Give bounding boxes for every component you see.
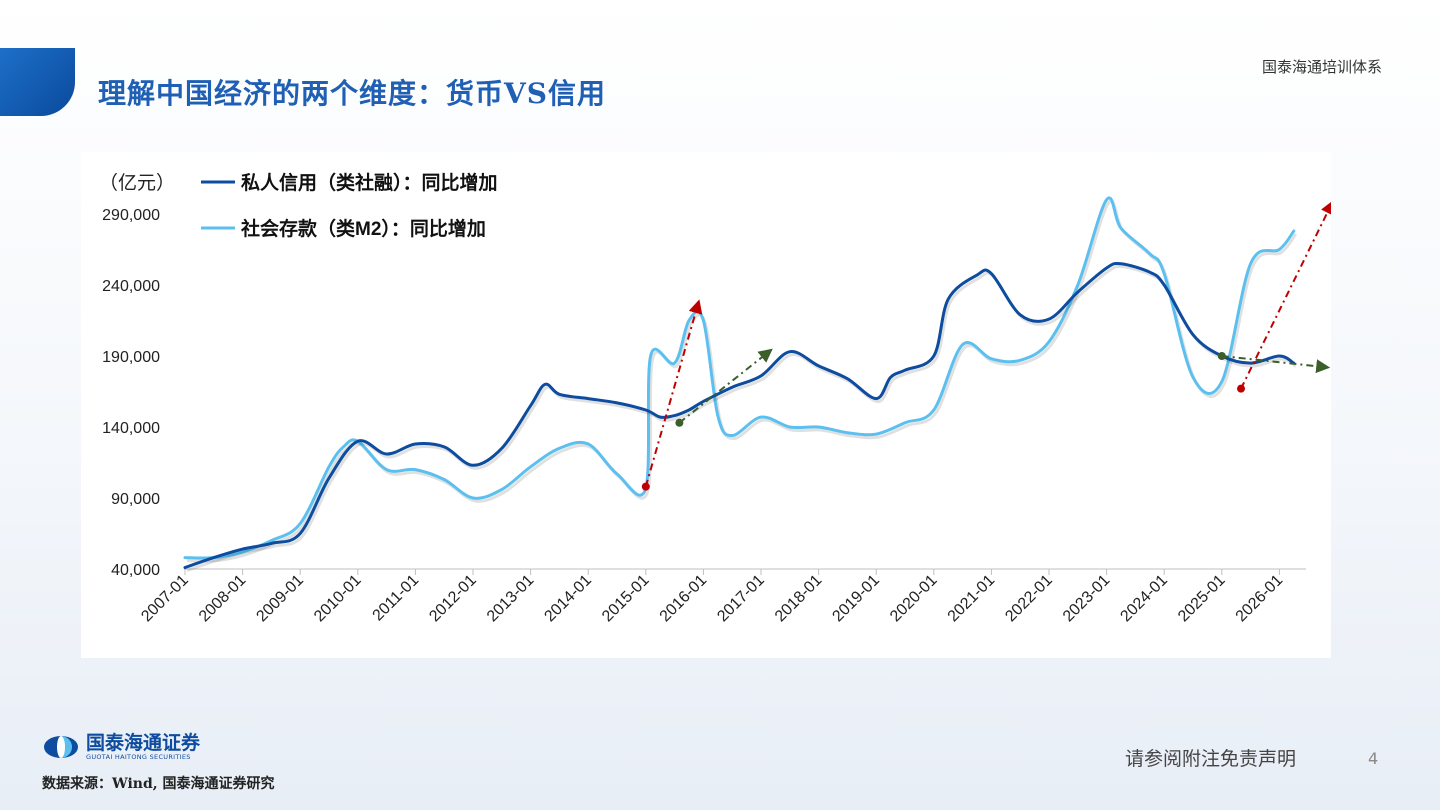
trend-arrow xyxy=(1221,355,1331,374)
page-title: 理解中国经济的两个维度：货币VS信用 xyxy=(98,77,606,110)
y-tick-label: 140,000 xyxy=(102,420,160,437)
trend-arrow-origin-dot xyxy=(641,482,650,491)
y-tick-label: 90,000 xyxy=(111,491,160,508)
x-tick-label: 2010-01 xyxy=(311,572,365,626)
logo-english-name: GUOTAI HAITONG SECURITIES xyxy=(86,753,191,761)
company-logo: 国泰海通证券 GUOTAI HAITONG SECURITIES xyxy=(42,733,200,761)
y-tick-label: 290,000 xyxy=(102,207,160,224)
x-tick-label: 2007-01 xyxy=(138,572,192,626)
x-tick-label: 2018-01 xyxy=(772,572,826,626)
trend-arrow-origin-dot xyxy=(675,418,684,427)
legend-label: 社会存款（类M2）：同比增加 xyxy=(240,217,486,240)
series-line-private-credit xyxy=(183,261,1296,570)
x-tick-label: 2023-01 xyxy=(1060,572,1114,626)
y-tick-label: 190,000 xyxy=(102,349,160,366)
series-line-social-deposit xyxy=(183,196,1296,560)
disclaimer-link[interactable]: 请参阅附注免责声明 xyxy=(1125,748,1297,770)
y-tick-label: 240,000 xyxy=(102,278,160,295)
trend-arrow xyxy=(1240,200,1334,390)
line-chart: 290,000 240,000 190,000 140,000 90,000 40,000… xyxy=(99,171,1334,625)
y-tick-label: 40,000 xyxy=(111,562,160,579)
x-tick-label: 2025-01 xyxy=(1175,572,1229,626)
legend-label: 私人信用（类社融）：同比增加 xyxy=(241,171,498,194)
x-tick-label: 2013-01 xyxy=(484,572,538,626)
x-tick-label: 2015-01 xyxy=(599,572,653,626)
axes-group: 290,000 240,000 190,000 140,000 90,000 40,000… xyxy=(99,172,1306,625)
x-tick-label: 2009-01 xyxy=(253,572,307,626)
x-tick-label: 2022-01 xyxy=(1002,572,1056,626)
title-tab-decoration xyxy=(0,48,75,116)
annotations-group xyxy=(641,200,1334,491)
trend-arrow xyxy=(644,299,703,487)
x-tick-label: 2012-01 xyxy=(426,572,480,626)
logo-mark-icon xyxy=(44,736,78,758)
logo-name: 国泰海通证券 xyxy=(86,732,201,754)
x-tick-label: 2020-01 xyxy=(887,572,941,626)
data-source: 数据来源：Wind, 国泰海通证券研究 xyxy=(42,776,275,792)
x-tick-label: 2026-01 xyxy=(1233,572,1287,626)
page-number: 4 xyxy=(1368,749,1379,768)
trend-arrow-origin-dot xyxy=(1237,384,1245,393)
trend-arrow-origin-dot xyxy=(1217,352,1226,360)
x-tick-label: 2017-01 xyxy=(714,572,768,626)
x-tick-label: 2008-01 xyxy=(196,572,250,626)
x-tick-label: 2021-01 xyxy=(945,572,999,626)
x-tick-label: 2014-01 xyxy=(541,572,595,626)
x-tick-label: 2019-01 xyxy=(829,572,883,626)
x-tick-label: 2016-01 xyxy=(657,572,711,626)
chart-panel: 290,000 240,000 190,000 140,000 90,000 40,000… xyxy=(81,152,1334,658)
series-group xyxy=(183,196,1298,573)
series-shadow xyxy=(186,264,1297,573)
trend-arrow xyxy=(678,348,773,424)
x-tick-label: 2011-01 xyxy=(370,572,423,625)
series-shadow xyxy=(186,199,1298,563)
x-tick-label: 2024-01 xyxy=(1117,572,1171,626)
brand-label: 国泰海通培训体系 xyxy=(1261,58,1382,76)
y-unit-label: （亿元） xyxy=(99,172,175,194)
